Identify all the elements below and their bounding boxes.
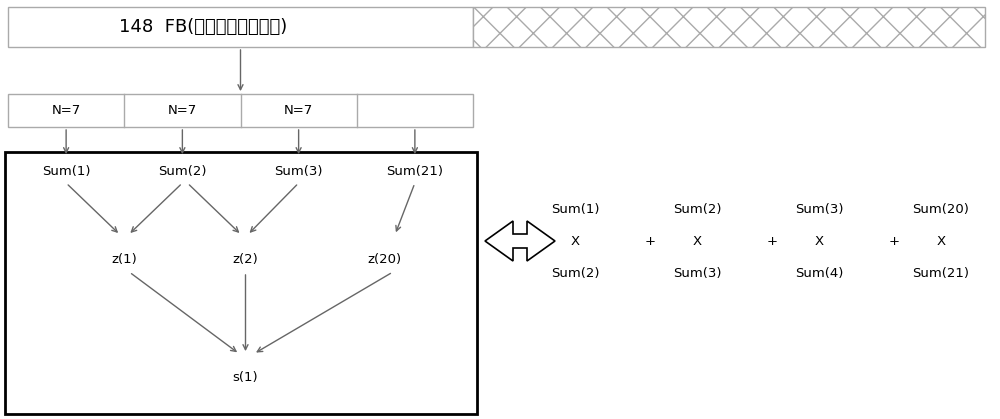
Text: N=7: N=7 bbox=[52, 104, 81, 117]
Text: N=7: N=7 bbox=[284, 104, 313, 117]
Text: s(1): s(1) bbox=[233, 370, 258, 383]
Text: z(1): z(1) bbox=[111, 253, 137, 266]
Text: X: X bbox=[570, 235, 580, 248]
Polygon shape bbox=[485, 221, 555, 261]
Text: z(20): z(20) bbox=[368, 253, 402, 266]
Text: +: + bbox=[767, 235, 778, 248]
Text: +: + bbox=[644, 235, 656, 248]
Text: +: + bbox=[889, 235, 900, 248]
Text: N=7: N=7 bbox=[168, 104, 197, 117]
Text: Sum(3): Sum(3) bbox=[795, 202, 843, 215]
Text: Sum(3): Sum(3) bbox=[673, 266, 721, 279]
Text: Sum(21): Sum(21) bbox=[912, 266, 970, 279]
Text: Sum(21): Sum(21) bbox=[386, 165, 443, 178]
Text: Sum(1): Sum(1) bbox=[42, 165, 90, 178]
Bar bbox=[8, 94, 473, 127]
Text: X: X bbox=[692, 235, 702, 248]
Text: Sum(20): Sum(20) bbox=[913, 202, 969, 215]
Text: 148  FB(频率矫正突发序列): 148 FB(频率矫正突发序列) bbox=[119, 18, 287, 36]
Text: Sum(2): Sum(2) bbox=[673, 202, 721, 215]
Bar bbox=[8, 7, 473, 47]
Text: X: X bbox=[814, 235, 824, 248]
Text: Sum(3): Sum(3) bbox=[274, 165, 323, 178]
Bar bbox=[5, 152, 477, 414]
Text: X: X bbox=[936, 235, 946, 248]
Text: Sum(1): Sum(1) bbox=[551, 202, 599, 215]
Text: z(2): z(2) bbox=[233, 253, 258, 266]
Text: Sum(4): Sum(4) bbox=[795, 266, 843, 279]
Text: Sum(2): Sum(2) bbox=[158, 165, 207, 178]
Text: Sum(2): Sum(2) bbox=[551, 266, 599, 279]
Bar bbox=[473, 7, 985, 47]
